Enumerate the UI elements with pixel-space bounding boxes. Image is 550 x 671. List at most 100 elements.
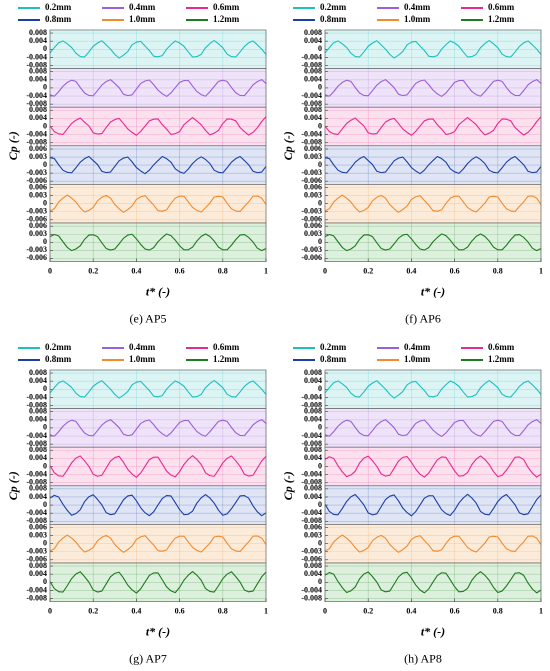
y-tick-label: 0: [43, 83, 47, 92]
x-axis-label: t* (-): [146, 284, 170, 298]
x-tick-label: 0.2: [88, 606, 98, 615]
x-tick-label: 1: [264, 606, 268, 615]
y-tick-label: -0.008: [301, 516, 322, 525]
legend-label: 0.8mm: [320, 354, 347, 364]
y-tick-label: -0.008: [26, 400, 47, 409]
data-line: [324, 380, 542, 399]
data-line: [49, 40, 267, 59]
data-line: [324, 534, 542, 553]
x-tick-label: 0.8: [218, 606, 228, 615]
subplot-background: [50, 408, 266, 448]
y-tick-label: -0.004: [301, 431, 322, 440]
y-tick-label: -0.008: [301, 439, 322, 448]
y-tick-label: -0.006: [301, 215, 322, 224]
y-tick-label: 0.008: [29, 28, 47, 37]
y-tick-label: -0.008: [301, 478, 322, 487]
y-tick-label: 0.008: [29, 406, 47, 415]
y-tick-label: 0.003: [29, 152, 47, 161]
y-tick-label: 0.008: [29, 561, 47, 570]
y-tick-label: 0.006: [29, 144, 47, 153]
legend-label: 0.2mm: [320, 342, 347, 352]
y-tick-label: -0.003: [301, 207, 322, 216]
subplot-background: [50, 30, 266, 69]
y-tick-label: -0.008: [301, 138, 322, 147]
y-tick-label: 0.004: [29, 492, 47, 501]
subplot-background: [325, 30, 541, 69]
legend-label: 0.6mm: [213, 342, 240, 352]
x-tick-label: 0: [323, 606, 327, 615]
y-tick-label: 0.004: [304, 415, 322, 424]
data-line: [49, 79, 267, 97]
y-tick-label: 0: [43, 237, 47, 246]
y-tick-label: 0: [43, 44, 47, 53]
legend-label: 1.2mm: [488, 14, 515, 24]
y-tick-label: 0: [43, 160, 47, 169]
y-tick-label: 0.006: [304, 144, 322, 153]
y-tick-label: -0.008: [301, 593, 322, 602]
data-line: [49, 455, 267, 478]
y-tick-label: 0.004: [29, 75, 47, 84]
y-tick-label: 0.004: [304, 569, 322, 578]
x-tick-label: 0.6: [450, 606, 460, 615]
y-axis-label: Cp (-): [6, 131, 20, 160]
y-tick-label: 0.003: [304, 190, 322, 199]
y-tick-label: 0: [318, 577, 322, 586]
y-tick-label: 0.004: [29, 36, 47, 45]
data-line: [49, 155, 267, 175]
y-tick-label: 0.008: [29, 368, 47, 377]
subplot-frame: [49, 562, 267, 602]
data-line: [49, 380, 267, 399]
data-line: [49, 233, 267, 252]
legend-label: 1.0mm: [129, 354, 156, 364]
data-line: [49, 493, 267, 517]
subplot-background: [50, 184, 266, 223]
data-line: [324, 116, 542, 136]
caption: (f) AP6: [405, 311, 441, 325]
subplot-background: [50, 145, 266, 185]
y-tick-label: -0.004: [26, 91, 47, 100]
x-tick-label: 0.6: [450, 266, 460, 275]
y-tick-label: 0.004: [29, 453, 47, 462]
legend-label: 0.8mm: [320, 14, 347, 24]
legend-label: 0.8mm: [45, 354, 72, 364]
y-tick-label: 0.003: [29, 190, 47, 199]
y-tick-label: 0: [43, 461, 47, 470]
legend-label: 1.2mm: [488, 354, 515, 364]
subplot-background: [50, 563, 266, 602]
y-tick-label: -0.008: [301, 400, 322, 409]
x-tick-label: 1: [539, 266, 543, 275]
y-tick-label: 0: [43, 423, 47, 432]
x-tick-label: 0.8: [493, 606, 503, 615]
legend-label: 0.6mm: [488, 2, 515, 12]
y-tick-label: 0.008: [29, 66, 47, 75]
data-line: [324, 571, 542, 594]
x-tick-label: 0.4: [131, 266, 141, 275]
y-tick-label: 0: [318, 423, 322, 432]
x-tick-label: 0: [48, 266, 52, 275]
subplot-background: [325, 370, 541, 409]
subplot-background: [50, 370, 266, 409]
x-tick-label: 0.8: [493, 266, 503, 275]
y-tick-label: -0.004: [301, 392, 322, 401]
y-tick-label: 0: [318, 83, 322, 92]
y-tick-label: 0: [318, 199, 322, 208]
y-tick-label: -0.003: [26, 245, 47, 254]
data-line: [324, 493, 542, 517]
y-tick-label: 0.004: [304, 36, 322, 45]
y-tick-label: 0.008: [29, 105, 47, 114]
subplot-background: [325, 485, 541, 525]
subplot-background: [325, 524, 541, 563]
legend-label: 0.6mm: [488, 342, 515, 352]
x-tick-label: 0.4: [131, 606, 141, 615]
subplot-background: [50, 107, 266, 146]
subplot-frame: [324, 222, 542, 262]
y-tick-label: 0: [318, 461, 322, 470]
legend-label: 0.4mm: [404, 2, 431, 12]
y-tick-label: 0.004: [304, 453, 322, 462]
y-tick-label: 0: [318, 539, 322, 548]
y-tick-label: 0: [43, 577, 47, 586]
legend-label: 0.4mm: [129, 342, 156, 352]
data-line: [49, 419, 267, 437]
subplot-background: [50, 68, 266, 108]
y-tick-label: 0.006: [304, 221, 322, 230]
